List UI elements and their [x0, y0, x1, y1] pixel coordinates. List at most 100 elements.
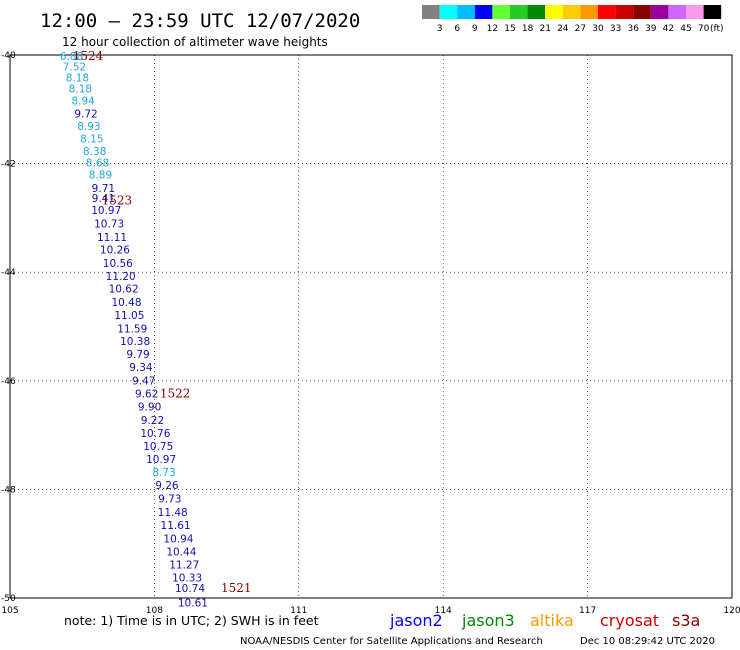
- legend-swatch: [457, 5, 475, 19]
- legend-swatch: [510, 5, 528, 19]
- wave-height-point: 9.47: [132, 375, 155, 387]
- wave-height-point: 11.59: [117, 324, 147, 336]
- legend-swatch: [439, 5, 458, 19]
- wave-height-point: 9.62: [135, 388, 158, 400]
- legend-swatch: [422, 5, 440, 19]
- wave-height-point: 10.76: [140, 428, 170, 440]
- wave-height-point: 8.68: [86, 158, 109, 170]
- footer-note: note: 1) Time is in UTC; 2) SWH is in fe…: [64, 613, 319, 628]
- wave-height-point: 10.73: [94, 218, 124, 230]
- wave-height-point: 11.48: [158, 507, 188, 519]
- plot-frame: [9, 54, 733, 599]
- wave-height-point: 10.62: [109, 283, 139, 295]
- wave-height-point: 9.71: [92, 183, 115, 195]
- satellite-legend: jason2 jason3 altika cryosat s3a: [389, 611, 700, 630]
- wave-height-point: 10.61: [178, 597, 208, 609]
- legend-label: 12: [487, 24, 498, 34]
- y-tick-label: -46: [1, 377, 16, 387]
- time-label: 1522: [160, 386, 191, 400]
- y-tick-labels: -40 -42 -44 -46 -48 -50: [1, 51, 16, 604]
- chart-subtitle: 12 hour collection of altimeter wave hei…: [62, 35, 328, 49]
- legend-label: 39: [645, 24, 657, 34]
- x-tick-label: 114: [435, 606, 452, 616]
- wave-height-point: 6.88: [60, 51, 83, 63]
- wave-height-point: 8.38: [83, 146, 106, 158]
- x-tick-label: 108: [146, 606, 163, 616]
- satellite-s3a: s3a: [672, 611, 700, 630]
- wave-height-point: 10.33: [172, 572, 202, 584]
- legend-label: 3: [437, 24, 443, 34]
- wave-height-points: 6.887.528.188.188.949.728.938.158.388.68…: [60, 51, 208, 609]
- wave-height-point: 11.20: [106, 271, 136, 283]
- legend-swatch: [686, 5, 704, 19]
- legend-label: 30: [592, 24, 604, 34]
- legend-label: 6: [454, 24, 460, 34]
- legend-swatch: [598, 5, 616, 19]
- legend-swatch: [668, 5, 686, 19]
- x-tick-label: 117: [579, 606, 596, 616]
- wave-height-point: 10.48: [111, 297, 141, 309]
- legend-swatch: [474, 5, 493, 19]
- legend-label: 27: [575, 24, 586, 34]
- wave-height-point: 9.41: [92, 193, 115, 205]
- y-tick-label: -48: [1, 485, 16, 495]
- wave-height-point: 8.18: [66, 72, 89, 84]
- legend-label: 18: [522, 24, 534, 34]
- wave-height-point: 11.61: [161, 520, 191, 532]
- wave-height-point: 8.89: [89, 169, 112, 181]
- wave-height-point: 10.74: [175, 583, 205, 595]
- wave-height-point: 9.79: [126, 349, 149, 361]
- wave-height-point: 9.34: [129, 362, 153, 374]
- legend-label: 9: [472, 24, 478, 34]
- legend-label: 15: [504, 24, 515, 34]
- legend-swatch: [580, 5, 598, 19]
- wave-height-point: 9.73: [158, 494, 181, 506]
- time-label: 1524: [73, 49, 104, 63]
- satellite-jason3: jason3: [461, 611, 515, 630]
- y-tick-label: -44: [1, 268, 16, 278]
- wave-height-point: 8.15: [80, 134, 103, 146]
- legend-swatch: [650, 5, 669, 19]
- wave-height-point: 11.11: [97, 232, 127, 244]
- legend-label: 70: [698, 24, 710, 34]
- legend-swatch: [545, 5, 563, 19]
- wave-height-point: 10.97: [91, 205, 121, 217]
- legend-swatch: [527, 5, 546, 19]
- satellite-jason2: jason2: [389, 611, 443, 630]
- plot-grid: [10, 55, 732, 598]
- wave-height-point: 9.90: [138, 401, 161, 413]
- time-label: 1521: [221, 581, 252, 595]
- footer-credit: NOAA/NESDIS Center for Satellite Applica…: [240, 636, 543, 647]
- wave-height-point: 10.38: [120, 336, 150, 348]
- wave-height-point: 8.94: [71, 96, 95, 108]
- legend-swatch: [633, 5, 651, 19]
- wave-height-point: 10.26: [100, 244, 130, 256]
- x-tick-label: 111: [290, 606, 307, 616]
- legend-label: 36: [627, 24, 639, 34]
- wave-height-point: 10.75: [143, 441, 173, 453]
- legend-label: 33: [610, 24, 621, 34]
- chart-title: 12:00 – 23:59 UTC 12/07/2020: [40, 10, 360, 32]
- time-label: 1523: [102, 194, 133, 208]
- legend-label: 21: [539, 24, 550, 34]
- x-tick-label: 105: [1, 606, 18, 616]
- legend-label: 24: [557, 24, 569, 34]
- y-tick-label: -50: [1, 594, 16, 604]
- wave-height-point: 8.93: [77, 121, 100, 133]
- legend-swatch: [703, 5, 722, 19]
- footer-timestamp: Dec 10 08:29:42 UTC 2020: [580, 636, 715, 647]
- time-labels: 1524 1523 1522 1521: [73, 49, 252, 595]
- wave-height-point: 10.97: [146, 454, 176, 466]
- wave-height-point: 7.52: [63, 61, 86, 73]
- y-tick-label: -42: [1, 160, 16, 170]
- legend-swatch: [562, 5, 581, 19]
- legend-label: 42: [663, 24, 674, 34]
- wave-height-point: 10.44: [166, 546, 196, 558]
- satellite-cryosat: cryosat: [600, 611, 659, 630]
- color-legend: 3 6 9 12 15 18 21 24 27 30 33 36 39 42 45 70: [422, 5, 722, 34]
- x-tick-label: 120: [723, 606, 740, 616]
- wave-height-point: 9.22: [141, 415, 164, 427]
- wave-height-point: 10.56: [103, 258, 133, 270]
- legend-label: 45: [680, 24, 691, 34]
